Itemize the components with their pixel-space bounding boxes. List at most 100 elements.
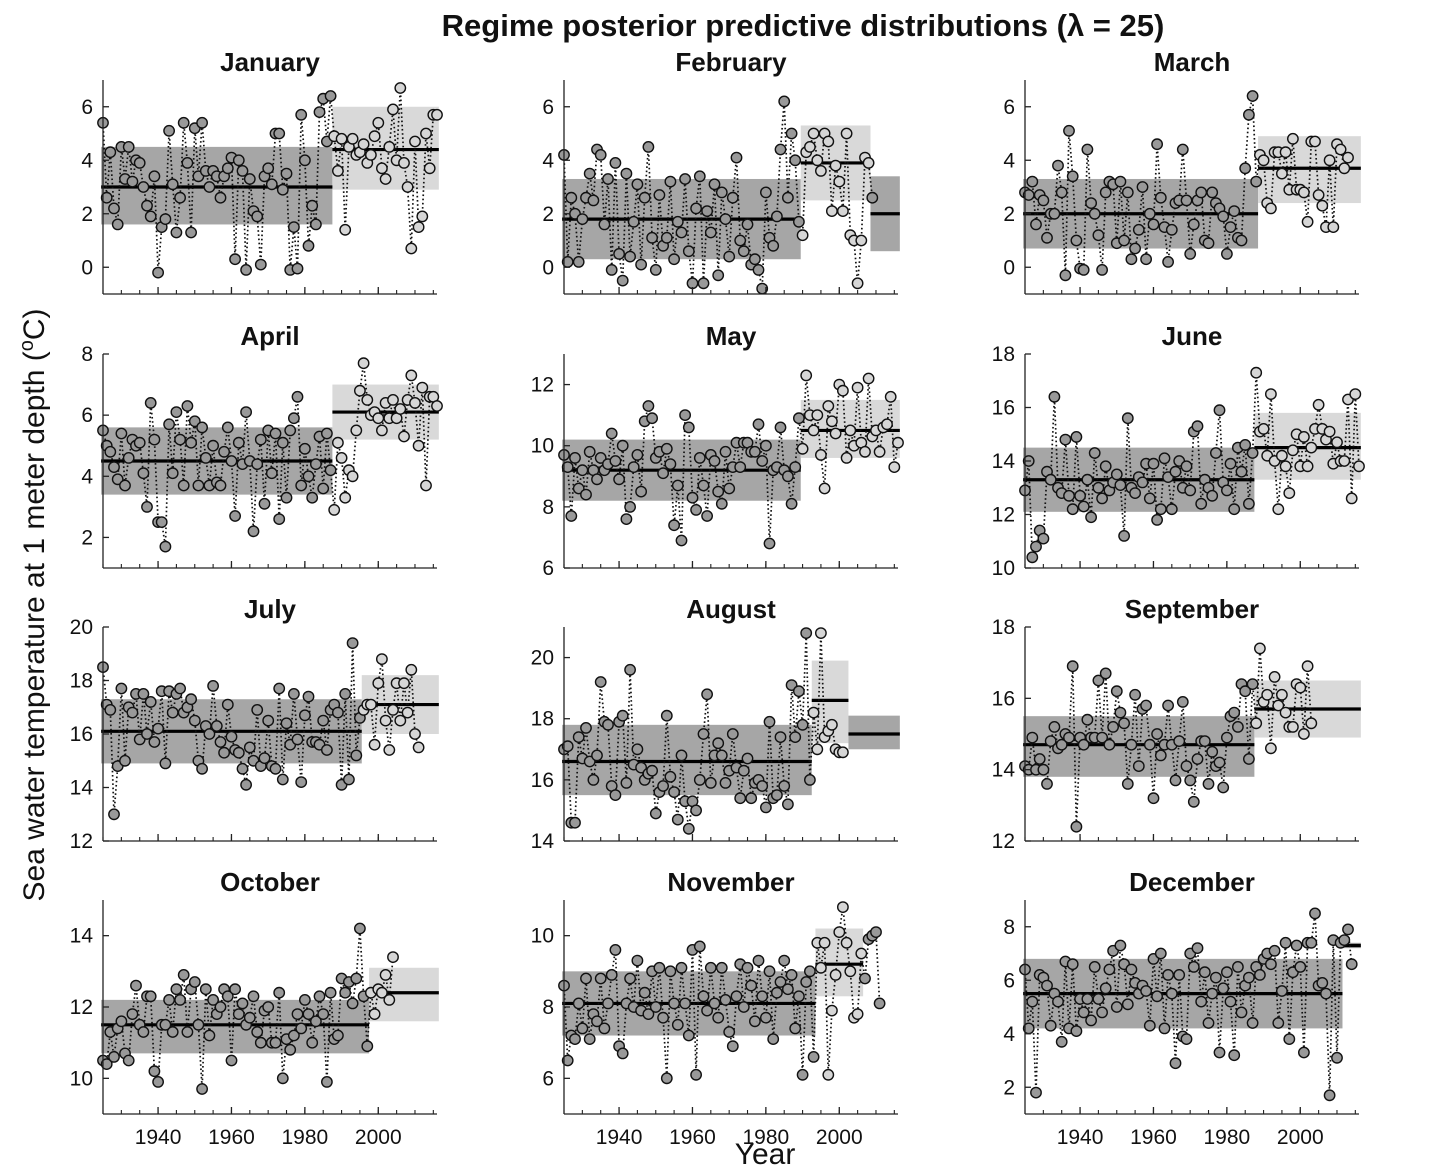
- may-y-tick-label-8: 8: [542, 496, 554, 519]
- april-point-1975: [280, 491, 293, 504]
- february-point-1960: [686, 277, 699, 290]
- november-point-1992: [804, 965, 816, 978]
- january-y-tick-label-2: 2: [81, 203, 93, 226]
- may-point-1969: [719, 445, 732, 458]
- september-point-1953: [1121, 778, 1134, 790]
- panel-april: 2 4 6 8 April: [81, 321, 443, 569]
- january-point-2007: [398, 156, 410, 169]
- june-point-1970: [1184, 484, 1197, 497]
- february-point-1961: [690, 202, 702, 215]
- january-point-1936: [137, 181, 150, 193]
- september-point-1991: [1261, 688, 1274, 701]
- august-point-1945: [631, 743, 644, 756]
- april-point-1995: [353, 384, 366, 397]
- july-y-tick-label-12: 12: [70, 830, 93, 853]
- august-point-1995: [815, 627, 827, 639]
- august-point-1928: [569, 816, 581, 829]
- september-point-1992: [1265, 742, 1277, 755]
- november-point-1988: [789, 1022, 802, 1035]
- november-point-1999: [829, 969, 842, 981]
- september-point-1959: [1143, 738, 1156, 751]
- july-y-tick-label-20: 20: [70, 616, 93, 639]
- november-point-1966: [708, 997, 721, 1010]
- may-point-1987: [785, 497, 798, 510]
- june-point-2010: [1331, 436, 1343, 449]
- february-point-1975: [741, 218, 754, 231]
- july-point-1940: [152, 722, 165, 735]
- april-point-1989: [331, 436, 344, 449]
- december-point-1962: [1154, 947, 1167, 960]
- may-point-1994: [811, 409, 824, 421]
- november-point-1989: [793, 990, 805, 1003]
- december-point-1967: [1173, 969, 1186, 981]
- september-point-1931: [1041, 778, 1053, 790]
- september-point-1995: [1276, 688, 1288, 701]
- april-point-1980: [298, 442, 311, 455]
- october-x-tick-label-1940: 1940: [135, 1126, 182, 1149]
- december-y-tick-label-2: 2: [1003, 1076, 1015, 1099]
- april-point-2006: [394, 403, 407, 415]
- november-point-1995: [815, 961, 827, 974]
- december-x-tick-label-1940: 1940: [1057, 1126, 1104, 1149]
- april-point-1939: [148, 433, 161, 446]
- november-point-2003: [844, 965, 857, 978]
- february-point-1997: [822, 135, 835, 148]
- november-point-1981: [763, 965, 776, 978]
- february-point-1963: [697, 277, 710, 290]
- october-point-1946: [174, 994, 187, 1006]
- january-point-1978: [291, 262, 304, 275]
- june-point-1998: [1287, 444, 1299, 457]
- february-point-2001: [837, 205, 849, 218]
- december-point-1992: [1265, 958, 1277, 971]
- may-point-2011: [873, 445, 886, 458]
- april-point-1974: [276, 436, 289, 449]
- march-point-2012: [1338, 162, 1351, 175]
- february-point-1980: [760, 186, 772, 199]
- march-point-2009: [1327, 221, 1340, 234]
- december-point-1963: [1158, 1022, 1171, 1035]
- november-point-2000: [833, 926, 846, 938]
- april-point-1953: [199, 451, 212, 464]
- october-point-1994: [350, 972, 363, 985]
- october-point-1948: [181, 1026, 194, 1038]
- may-point-1967: [712, 485, 725, 498]
- april-point-1971: [265, 467, 278, 480]
- july-point-1981: [302, 690, 315, 703]
- december-point-1958: [1140, 985, 1153, 997]
- december-x-tick-label-1980: 1980: [1204, 1126, 1251, 1149]
- march-point-1985: [1239, 162, 1252, 175]
- october-x-tick-label-2000: 2000: [355, 1126, 402, 1149]
- july-point-2001: [375, 653, 388, 665]
- january-point-1929: [111, 218, 124, 231]
- april-y-tick-label-4: 4: [81, 465, 93, 488]
- december-point-1982: [1228, 1049, 1241, 1062]
- june-point-1942: [1081, 473, 1094, 486]
- august-point-1965: [704, 777, 717, 789]
- february-point-1990: [796, 229, 809, 242]
- november-point-1937: [602, 997, 614, 1010]
- february-point-1943: [624, 250, 636, 263]
- july-point-1928: [108, 808, 120, 821]
- november-point-1956: [671, 1018, 684, 1031]
- april-point-2000: [372, 412, 385, 425]
- january-point-2008: [401, 181, 414, 193]
- october-point-1938: [144, 990, 157, 1003]
- july-point-2008: [401, 706, 414, 719]
- march-point-1988: [1250, 175, 1263, 188]
- april-point-1994: [350, 424, 363, 437]
- march-point-1941: [1077, 263, 1090, 276]
- september-point-2003: [1305, 717, 1318, 730]
- january-point-1993: [346, 132, 359, 145]
- february-point-1971: [726, 191, 739, 204]
- september-point-1978: [1213, 756, 1226, 769]
- january-point-1943: [163, 124, 176, 137]
- october-point-1942: [159, 1018, 172, 1031]
- february-point-2006: [855, 234, 868, 247]
- december-point-1953: [1121, 998, 1134, 1011]
- march-point-1939: [1070, 234, 1083, 247]
- june-point-2016: [1353, 460, 1365, 473]
- december-point-1966: [1169, 1057, 1182, 1070]
- march-point-1955: [1129, 242, 1142, 255]
- november-point-1978: [752, 954, 765, 967]
- february-point-1930: [576, 213, 589, 226]
